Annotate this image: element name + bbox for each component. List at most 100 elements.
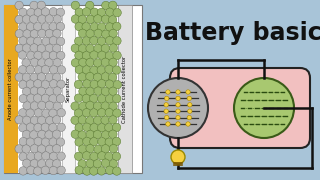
- Circle shape: [26, 138, 35, 146]
- Circle shape: [187, 96, 191, 101]
- Circle shape: [30, 116, 39, 125]
- Circle shape: [83, 137, 91, 146]
- Circle shape: [86, 72, 94, 81]
- Circle shape: [56, 94, 65, 103]
- Circle shape: [105, 80, 114, 88]
- Circle shape: [106, 23, 114, 31]
- Circle shape: [45, 116, 54, 125]
- Circle shape: [45, 29, 53, 38]
- Circle shape: [71, 15, 80, 23]
- Circle shape: [23, 30, 31, 38]
- Circle shape: [19, 94, 28, 103]
- Text: Anode current collector: Anode current collector: [9, 58, 13, 120]
- Circle shape: [27, 23, 35, 31]
- Circle shape: [188, 103, 192, 107]
- Circle shape: [98, 138, 106, 146]
- Circle shape: [19, 23, 27, 31]
- Circle shape: [30, 159, 38, 168]
- Circle shape: [101, 44, 109, 53]
- Circle shape: [94, 87, 102, 95]
- Circle shape: [98, 109, 106, 117]
- Circle shape: [108, 16, 117, 24]
- Circle shape: [108, 73, 117, 82]
- Circle shape: [164, 96, 169, 101]
- Circle shape: [57, 80, 65, 88]
- Circle shape: [75, 37, 83, 45]
- Circle shape: [90, 167, 98, 175]
- Circle shape: [50, 80, 58, 88]
- Circle shape: [109, 58, 117, 67]
- Circle shape: [26, 109, 34, 117]
- Circle shape: [74, 94, 83, 102]
- Circle shape: [57, 152, 65, 160]
- Circle shape: [49, 166, 58, 175]
- Circle shape: [90, 51, 98, 59]
- Circle shape: [75, 22, 83, 31]
- Circle shape: [71, 102, 79, 110]
- Circle shape: [45, 101, 54, 110]
- Circle shape: [75, 138, 83, 146]
- Circle shape: [41, 166, 50, 174]
- Circle shape: [187, 115, 191, 120]
- Circle shape: [97, 37, 106, 46]
- Bar: [4, 5, 18, 173]
- Circle shape: [22, 59, 30, 67]
- Circle shape: [78, 131, 86, 139]
- Circle shape: [105, 123, 113, 132]
- Circle shape: [56, 37, 65, 46]
- Circle shape: [45, 131, 53, 139]
- Text: Battery basics: Battery basics: [145, 21, 320, 45]
- Text: Cathode current collector: Cathode current collector: [123, 55, 127, 123]
- Circle shape: [18, 51, 27, 59]
- Circle shape: [94, 15, 102, 23]
- Circle shape: [75, 123, 83, 132]
- Circle shape: [86, 30, 94, 38]
- Circle shape: [52, 116, 61, 124]
- Circle shape: [86, 15, 95, 24]
- Circle shape: [74, 109, 83, 117]
- Circle shape: [15, 73, 23, 81]
- Circle shape: [112, 152, 121, 161]
- Circle shape: [90, 94, 98, 103]
- Circle shape: [105, 95, 114, 103]
- Circle shape: [93, 102, 102, 110]
- Circle shape: [79, 102, 87, 110]
- Circle shape: [82, 109, 91, 117]
- Circle shape: [78, 145, 87, 153]
- Circle shape: [176, 90, 180, 94]
- Circle shape: [78, 73, 86, 81]
- Circle shape: [52, 44, 61, 53]
- Circle shape: [34, 37, 42, 46]
- Circle shape: [79, 58, 87, 67]
- Circle shape: [82, 152, 91, 160]
- Circle shape: [90, 80, 99, 89]
- Circle shape: [112, 137, 121, 146]
- Circle shape: [109, 116, 117, 124]
- Circle shape: [78, 116, 86, 124]
- Circle shape: [176, 103, 180, 107]
- Circle shape: [37, 1, 45, 10]
- Circle shape: [97, 8, 106, 17]
- Circle shape: [19, 109, 27, 117]
- Circle shape: [90, 23, 99, 31]
- Circle shape: [57, 166, 65, 174]
- Circle shape: [15, 145, 23, 153]
- Circle shape: [94, 29, 102, 38]
- Circle shape: [30, 145, 39, 153]
- Circle shape: [171, 150, 185, 164]
- Circle shape: [38, 130, 46, 139]
- Circle shape: [57, 123, 65, 131]
- Circle shape: [176, 122, 180, 126]
- Circle shape: [101, 102, 109, 110]
- Circle shape: [90, 36, 98, 45]
- Circle shape: [19, 124, 27, 132]
- Circle shape: [30, 58, 39, 66]
- Circle shape: [75, 166, 84, 174]
- Bar: [4, 5, 142, 173]
- Circle shape: [93, 73, 102, 82]
- Circle shape: [19, 167, 27, 175]
- Circle shape: [109, 144, 118, 153]
- Circle shape: [38, 101, 46, 110]
- Circle shape: [101, 131, 110, 139]
- Circle shape: [34, 123, 42, 132]
